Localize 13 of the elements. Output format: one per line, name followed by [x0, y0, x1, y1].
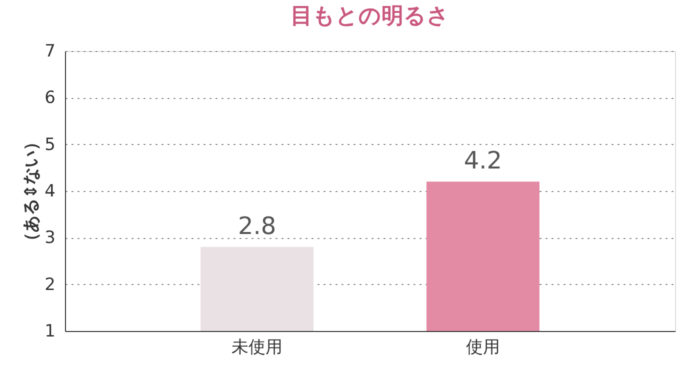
- y-tick-label: 4: [44, 182, 56, 202]
- chart-title: 目もとの明るさ: [290, 4, 450, 29]
- y-tick-label: 1: [44, 322, 56, 342]
- y-tick-label: 5: [44, 134, 56, 155]
- y-tick-label: 2: [44, 274, 56, 295]
- y-tick-label: 7: [44, 42, 56, 62]
- y-axis-title: （ある⇕ない）: [22, 133, 42, 250]
- x-tick-label: 使用: [466, 338, 500, 358]
- y-tick-label: 3: [44, 228, 56, 248]
- data-label: 2.8: [238, 212, 276, 240]
- data-label: 4.2: [464, 146, 502, 175]
- y-tick-label: 6: [44, 88, 56, 108]
- x-tick-label: 未使用: [232, 338, 283, 358]
